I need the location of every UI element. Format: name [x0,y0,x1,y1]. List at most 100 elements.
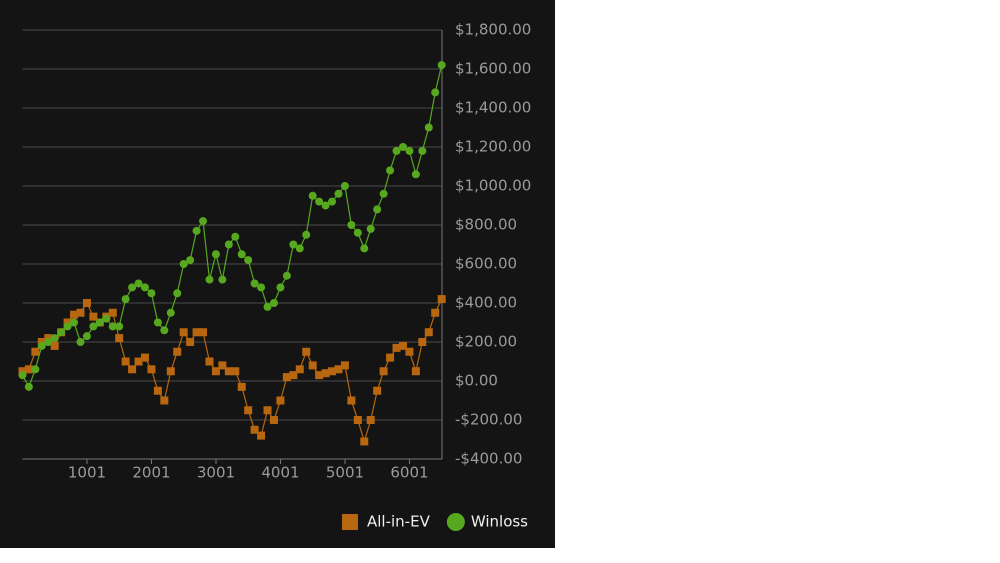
point [89,312,98,321]
point [424,328,433,337]
point [315,197,324,206]
point [269,299,278,307]
point [418,146,427,155]
chart-background [0,0,555,548]
point [70,310,79,319]
point [334,365,343,374]
y-tick-label: -$200.00 [455,411,522,429]
point [192,328,201,337]
x-tick-label: 2001 [132,464,170,482]
legend-label: Winloss [471,513,528,531]
point [405,146,414,155]
point [315,371,324,380]
x-tick-label: 3001 [197,464,235,482]
point [128,283,137,292]
point [308,191,317,200]
point [308,361,317,370]
point [24,382,33,391]
point [360,437,369,446]
point [398,143,407,151]
point [211,250,220,259]
x-tick-label: 1001 [68,464,106,482]
point [302,230,311,239]
point [437,61,446,70]
point [257,283,266,292]
y-tick-label: $1,800.00 [455,21,531,39]
point [282,271,291,280]
point [147,365,156,374]
point [199,328,208,337]
point [276,283,285,292]
legend-marker [446,513,465,531]
point [360,244,369,253]
point [321,369,330,378]
point [411,170,420,179]
point [153,318,162,327]
point [57,328,66,337]
point [231,232,240,241]
point [295,244,304,253]
point [347,221,356,229]
point [115,334,124,343]
point [334,189,343,198]
point [140,353,149,362]
point [289,240,298,249]
y-tick-label: $1,600.00 [455,60,531,78]
point [192,226,201,235]
point [218,275,227,284]
point [373,205,382,214]
point [340,182,349,190]
point [353,228,362,237]
y-tick-label: $1,200.00 [455,138,531,156]
point [237,382,246,391]
legend-marker [342,514,358,530]
point [231,367,240,376]
point [431,308,440,317]
point [366,416,375,424]
point [218,361,227,370]
point [108,308,117,317]
point [405,347,414,356]
point [134,279,143,288]
point [76,308,85,317]
point [379,189,388,198]
point [102,314,111,323]
point [424,123,433,132]
point [121,357,130,366]
point [224,367,233,376]
point [386,353,395,362]
point [392,146,401,155]
point [263,302,272,311]
point [160,396,169,405]
point [398,341,407,350]
point [431,88,440,97]
point [379,367,388,376]
point [328,367,337,376]
point [321,201,330,210]
point [50,334,59,343]
y-tick-label: $800.00 [455,216,517,234]
point [237,250,246,259]
y-tick-label: $600.00 [455,255,517,273]
point [95,318,104,327]
point [134,357,143,366]
point [250,279,259,288]
point [31,347,40,356]
point [353,416,362,424]
point [244,256,253,265]
point [269,416,278,424]
point [82,299,91,307]
point [373,386,382,395]
point [50,341,59,350]
point [166,367,175,376]
point [263,406,272,415]
x-tick-label: 4001 [261,464,299,482]
point [153,386,162,395]
point [250,425,259,434]
point [179,260,188,268]
point [173,289,182,298]
point [44,338,53,346]
point [128,365,137,374]
